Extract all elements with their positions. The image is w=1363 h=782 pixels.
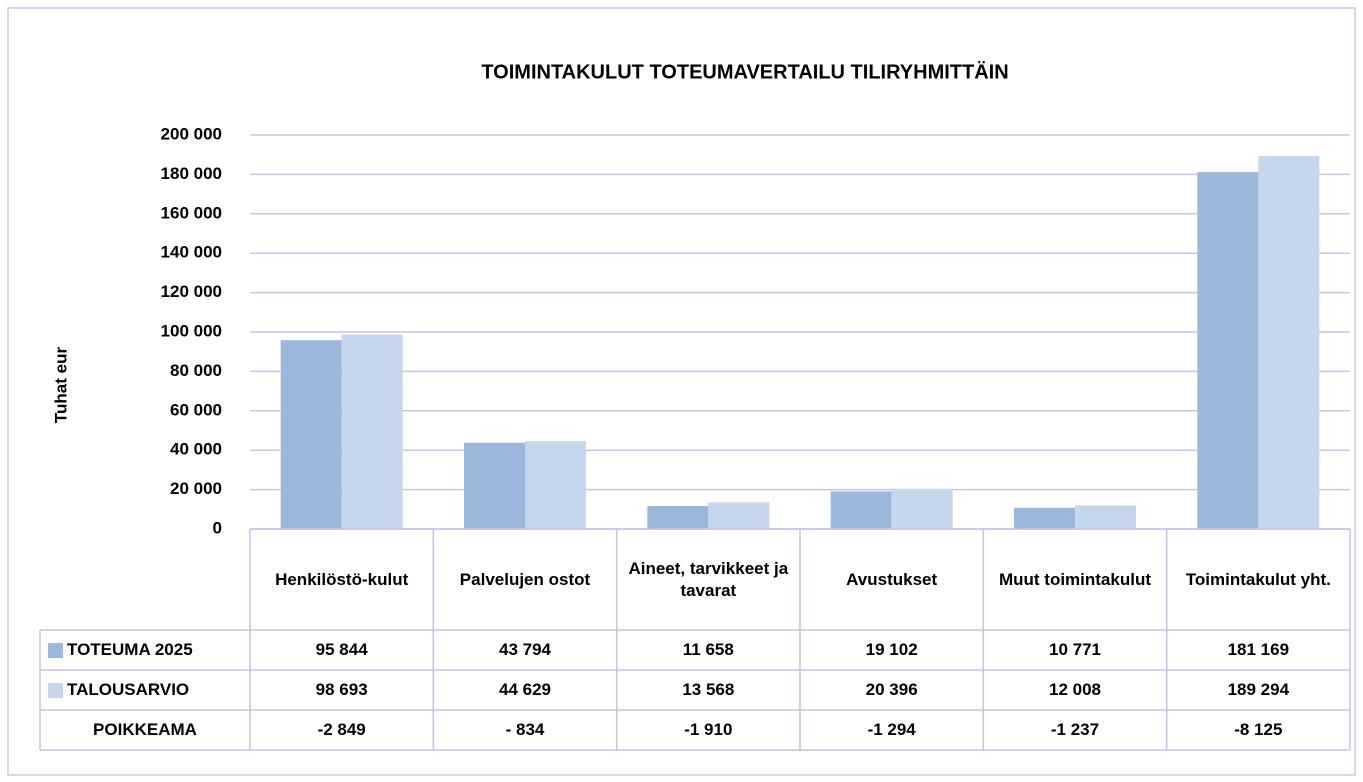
table-value: -8 125	[1167, 710, 1350, 750]
table-value-text: -1 237	[1050, 720, 1100, 739]
x-tick-label-text: Avustukset	[846, 569, 938, 589]
table-value-text: - 834	[505, 720, 545, 739]
table-value-text: 181 169	[1227, 640, 1290, 659]
x-tick-label-text: Toimintakulut yht.	[1185, 569, 1331, 589]
y-tick-label: 120 000	[161, 282, 222, 301]
bar	[1075, 505, 1136, 529]
table-value-text: 98 693	[315, 680, 368, 699]
table-value: 13 568	[617, 670, 800, 710]
bar	[341, 334, 403, 529]
x-tick-label: Muut toimintakulut	[983, 529, 1166, 630]
y-tick-label: 80 000	[170, 361, 222, 380]
table-value-text: -2 849	[317, 720, 366, 739]
table-value-text: 10 771	[1048, 640, 1101, 659]
table-value: 181 169	[1167, 630, 1350, 670]
legend-text: POIKKEAMA	[93, 720, 197, 739]
bar	[464, 442, 525, 529]
legend-entry: POIKKEAMA	[40, 710, 250, 750]
table-value-text: 43 794	[498, 640, 551, 659]
table-value: 95 844	[250, 630, 433, 670]
table-value: -1 294	[800, 710, 983, 750]
table-value: 10 771	[983, 630, 1166, 670]
table-value: 98 693	[250, 670, 433, 710]
x-tick-label-text: Muut toimintakulut	[998, 569, 1151, 589]
table-value: 19 102	[800, 630, 983, 670]
table-value: -1 910	[617, 710, 800, 750]
table-value-text: 189 294	[1227, 680, 1290, 699]
table-value: 44 629	[433, 670, 616, 710]
table-value-text: -1 910	[684, 720, 733, 739]
bar	[525, 441, 586, 529]
y-tick-label: 20 000	[170, 479, 222, 498]
legend-entry: TOTEUMA 2025	[40, 630, 250, 670]
legend-entry: TALOUSARVIO	[40, 670, 250, 710]
table-value: -1 237	[983, 710, 1166, 750]
x-tick-label: Toimintakulut yht.	[1167, 529, 1350, 630]
bar	[647, 506, 709, 529]
bar	[830, 491, 892, 529]
table-value: - 834	[433, 710, 616, 750]
y-tick-label: 200 000	[161, 124, 222, 143]
x-tick-label: Palvelujen ostot	[433, 529, 616, 630]
legend-key	[48, 642, 63, 658]
table-value-text: 20 396	[865, 680, 918, 699]
table-value: 11 658	[617, 630, 800, 670]
table-value-text: 12 008	[1048, 680, 1101, 699]
y-axis-label: Tuhat eur	[51, 347, 70, 424]
x-tick-label: Aineet, tarvikkeet ja tavarat	[617, 529, 800, 630]
x-tick-label: Henkilöstö-kulut	[250, 529, 433, 630]
legend-text: TALOUSARVIO	[67, 680, 190, 699]
y-tick-label: 180 000	[161, 164, 222, 183]
x-tick-label-text: Henkilöstö-kulut	[275, 569, 409, 589]
table-value-text: -1 294	[867, 720, 916, 739]
table-value: 20 396	[800, 670, 983, 710]
table-value-text: -8 125	[1234, 720, 1283, 739]
y-tick-label: 0	[213, 518, 222, 537]
y-tick-label: 40 000	[170, 440, 222, 459]
bar	[708, 502, 770, 529]
y-tick-label: 140 000	[161, 243, 222, 262]
table-value-text: 44 629	[498, 680, 551, 699]
y-tick-label: 60 000	[170, 400, 222, 419]
table-value-text: 19 102	[865, 640, 918, 659]
table-value: 43 794	[433, 630, 616, 670]
legend-key	[48, 682, 63, 698]
bar	[891, 488, 953, 529]
y-tick-label: 100 000	[161, 321, 222, 340]
table-value-text: 13 568	[682, 680, 735, 699]
bar	[1197, 172, 1259, 529]
table-value: 12 008	[983, 670, 1166, 710]
table-value: -2 849	[250, 710, 433, 750]
bar	[280, 340, 342, 529]
chart-title: TOIMINTAKULUT TOTEUMAVERTAILU TILIRYHMIT…	[481, 60, 1008, 83]
x-tick-label: Avustukset	[800, 529, 983, 630]
legend-text: TOTEUMA 2025	[67, 640, 193, 659]
table-value: 189 294	[1167, 670, 1350, 710]
bar	[1258, 156, 1320, 529]
chart-border	[7, 7, 1356, 776]
y-tick-label: 160 000	[161, 203, 222, 222]
table-value-text: 95 844	[315, 640, 368, 659]
x-tick-label-text: Palvelujen ostot	[459, 569, 591, 589]
x-tick-label-text: Aineet, tarvikkeet ja tavarat	[628, 558, 789, 600]
bar	[1014, 507, 1075, 529]
table-value-text: 11 658	[682, 640, 734, 659]
